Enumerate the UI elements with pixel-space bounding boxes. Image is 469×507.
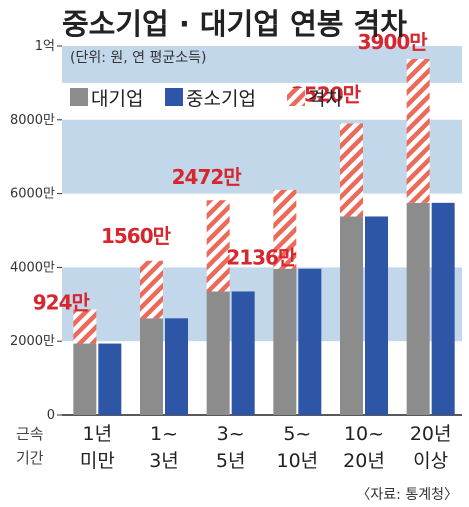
bar-gap <box>406 58 430 203</box>
bar-large <box>406 202 430 415</box>
x-category-label-line2: 10년 <box>276 450 318 472</box>
gap-label: 1560만 <box>101 224 172 248</box>
gap-label: 924만 <box>33 290 91 314</box>
gap-label: 2136만 <box>226 246 297 270</box>
legend-swatch-small <box>165 88 183 106</box>
bar-large <box>73 343 97 415</box>
bar-gap <box>140 260 163 319</box>
x-category-label-line1: 10~ <box>344 423 384 445</box>
bar-small <box>365 216 388 415</box>
background-band <box>62 46 462 83</box>
legend-label-small: 중소기업 <box>186 88 256 110</box>
gap-label: 2472만 <box>172 165 243 189</box>
bar-gap <box>73 309 97 344</box>
x-category-label-line2: 5년 <box>216 450 246 472</box>
y-axis-ticks: 0 2000만 4000만 6000만 8000만 1억 <box>10 39 62 423</box>
bar-large <box>206 291 230 415</box>
y-tick-label: 4000만 <box>10 260 55 275</box>
chart-title: 중소기업 · 대기업 연봉 격차 <box>62 7 407 41</box>
bar-gap <box>206 200 230 292</box>
x-category-label-line2: 미만 <box>80 450 115 472</box>
y-tick-label: 1억 <box>35 39 55 54</box>
legend-swatch-gap <box>287 88 305 106</box>
gap-label: 3900만 <box>358 30 429 54</box>
y-tick-label: 0 <box>47 408 55 423</box>
y-tick-label: 6000만 <box>10 187 55 202</box>
background-band <box>62 267 462 342</box>
x-category-label-line2: 이상 <box>413 450 448 472</box>
x-category-label-line1: 1~ <box>150 423 178 445</box>
bar-large <box>273 268 297 415</box>
bar-gap <box>340 123 363 217</box>
bars <box>73 58 455 415</box>
legend-label-large: 대기업 <box>91 88 143 110</box>
x-category-label-line1: 3~ <box>217 423 245 445</box>
y-tick-label: 8000만 <box>10 113 55 128</box>
bar-small <box>165 318 188 415</box>
bar-large <box>340 216 363 415</box>
y-tick-label: 2000만 <box>10 334 55 349</box>
bar-small <box>231 291 255 415</box>
background-bands <box>62 46 462 342</box>
bar-small <box>431 202 455 415</box>
x-axis-name-line2: 기간 <box>16 449 44 467</box>
x-category-label-line1: 1년 <box>83 423 113 445</box>
bar-large <box>140 318 163 415</box>
x-category-label-line2: 3년 <box>149 450 179 472</box>
background-band <box>62 119 462 194</box>
bar-gap <box>273 189 297 269</box>
legend-swatch-large <box>70 88 88 106</box>
x-category-label-line1: 20년 <box>410 423 452 445</box>
x-category-label-line1: 5~ <box>283 423 311 445</box>
legend: 대기업 중소기업 격차 <box>70 88 343 110</box>
chart-subtitle: (단위: 원, 연 평균소득) <box>70 50 206 66</box>
bar-small <box>98 343 122 415</box>
source-note: 〈자료: 통계청〉 <box>356 487 458 503</box>
bar-small <box>298 268 322 415</box>
x-category-label-line2: 20년 <box>343 450 385 472</box>
x-axis-name-line1: 근속 <box>16 425 44 443</box>
legend-label-gap: 격차 <box>308 88 343 110</box>
